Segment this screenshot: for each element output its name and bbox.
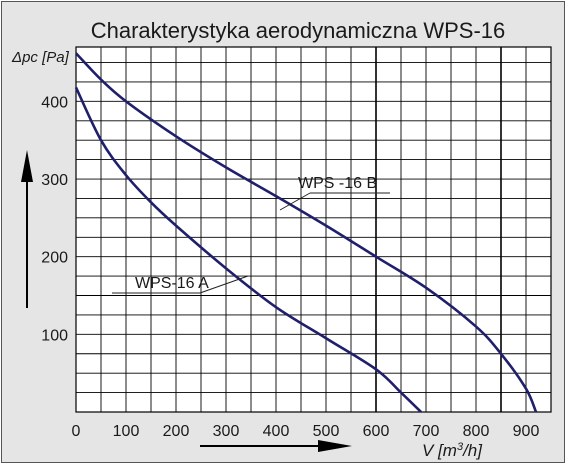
- y-tick-label: 200: [41, 250, 68, 267]
- x-tick-label: 600: [363, 423, 390, 440]
- y-tick-label: 300: [41, 172, 68, 189]
- series-labels: WPS-16 A WPS -16 B: [112, 175, 390, 294]
- x-tick-label: 100: [113, 423, 140, 440]
- series-label: WPS -16 B: [298, 175, 377, 192]
- series-label-leader: [279, 192, 311, 211]
- x-tick-label: 400: [263, 423, 290, 440]
- x-tick-label: 500: [313, 423, 340, 440]
- plot-area: [75, 46, 552, 413]
- grid: [75, 46, 552, 413]
- axis-arrows: [21, 150, 352, 452]
- x-axis-label: V [m3/h]: [422, 441, 483, 460]
- chart-title: Charakterystyka aerodynamiczna WPS-16: [91, 18, 506, 43]
- y-axis-label: Δpc [Pa]: [11, 49, 70, 66]
- x-tick-label: 900: [513, 423, 540, 440]
- x-tick-label: 800: [463, 423, 490, 440]
- series-line-b: [75, 52, 538, 413]
- tick-labels: 0 100 200 300 400 500 600 700 800 900 100 200 300 400: [41, 94, 539, 440]
- x-arrow-head: [318, 440, 352, 452]
- y-tick-label: 100: [41, 327, 68, 344]
- x-tick-label: 300: [213, 423, 240, 440]
- series-label: WPS-16 A: [135, 275, 209, 292]
- x-tick-label: 700: [413, 423, 440, 440]
- y-tick-label: 400: [41, 94, 68, 111]
- x-tick-label: 200: [163, 423, 190, 440]
- series-label-leader: [199, 275, 249, 294]
- y-arrow-head: [21, 150, 33, 182]
- series-group: [74, 52, 538, 413]
- x-tick-label: 0: [72, 423, 81, 440]
- series-line-a: [74, 86, 422, 413]
